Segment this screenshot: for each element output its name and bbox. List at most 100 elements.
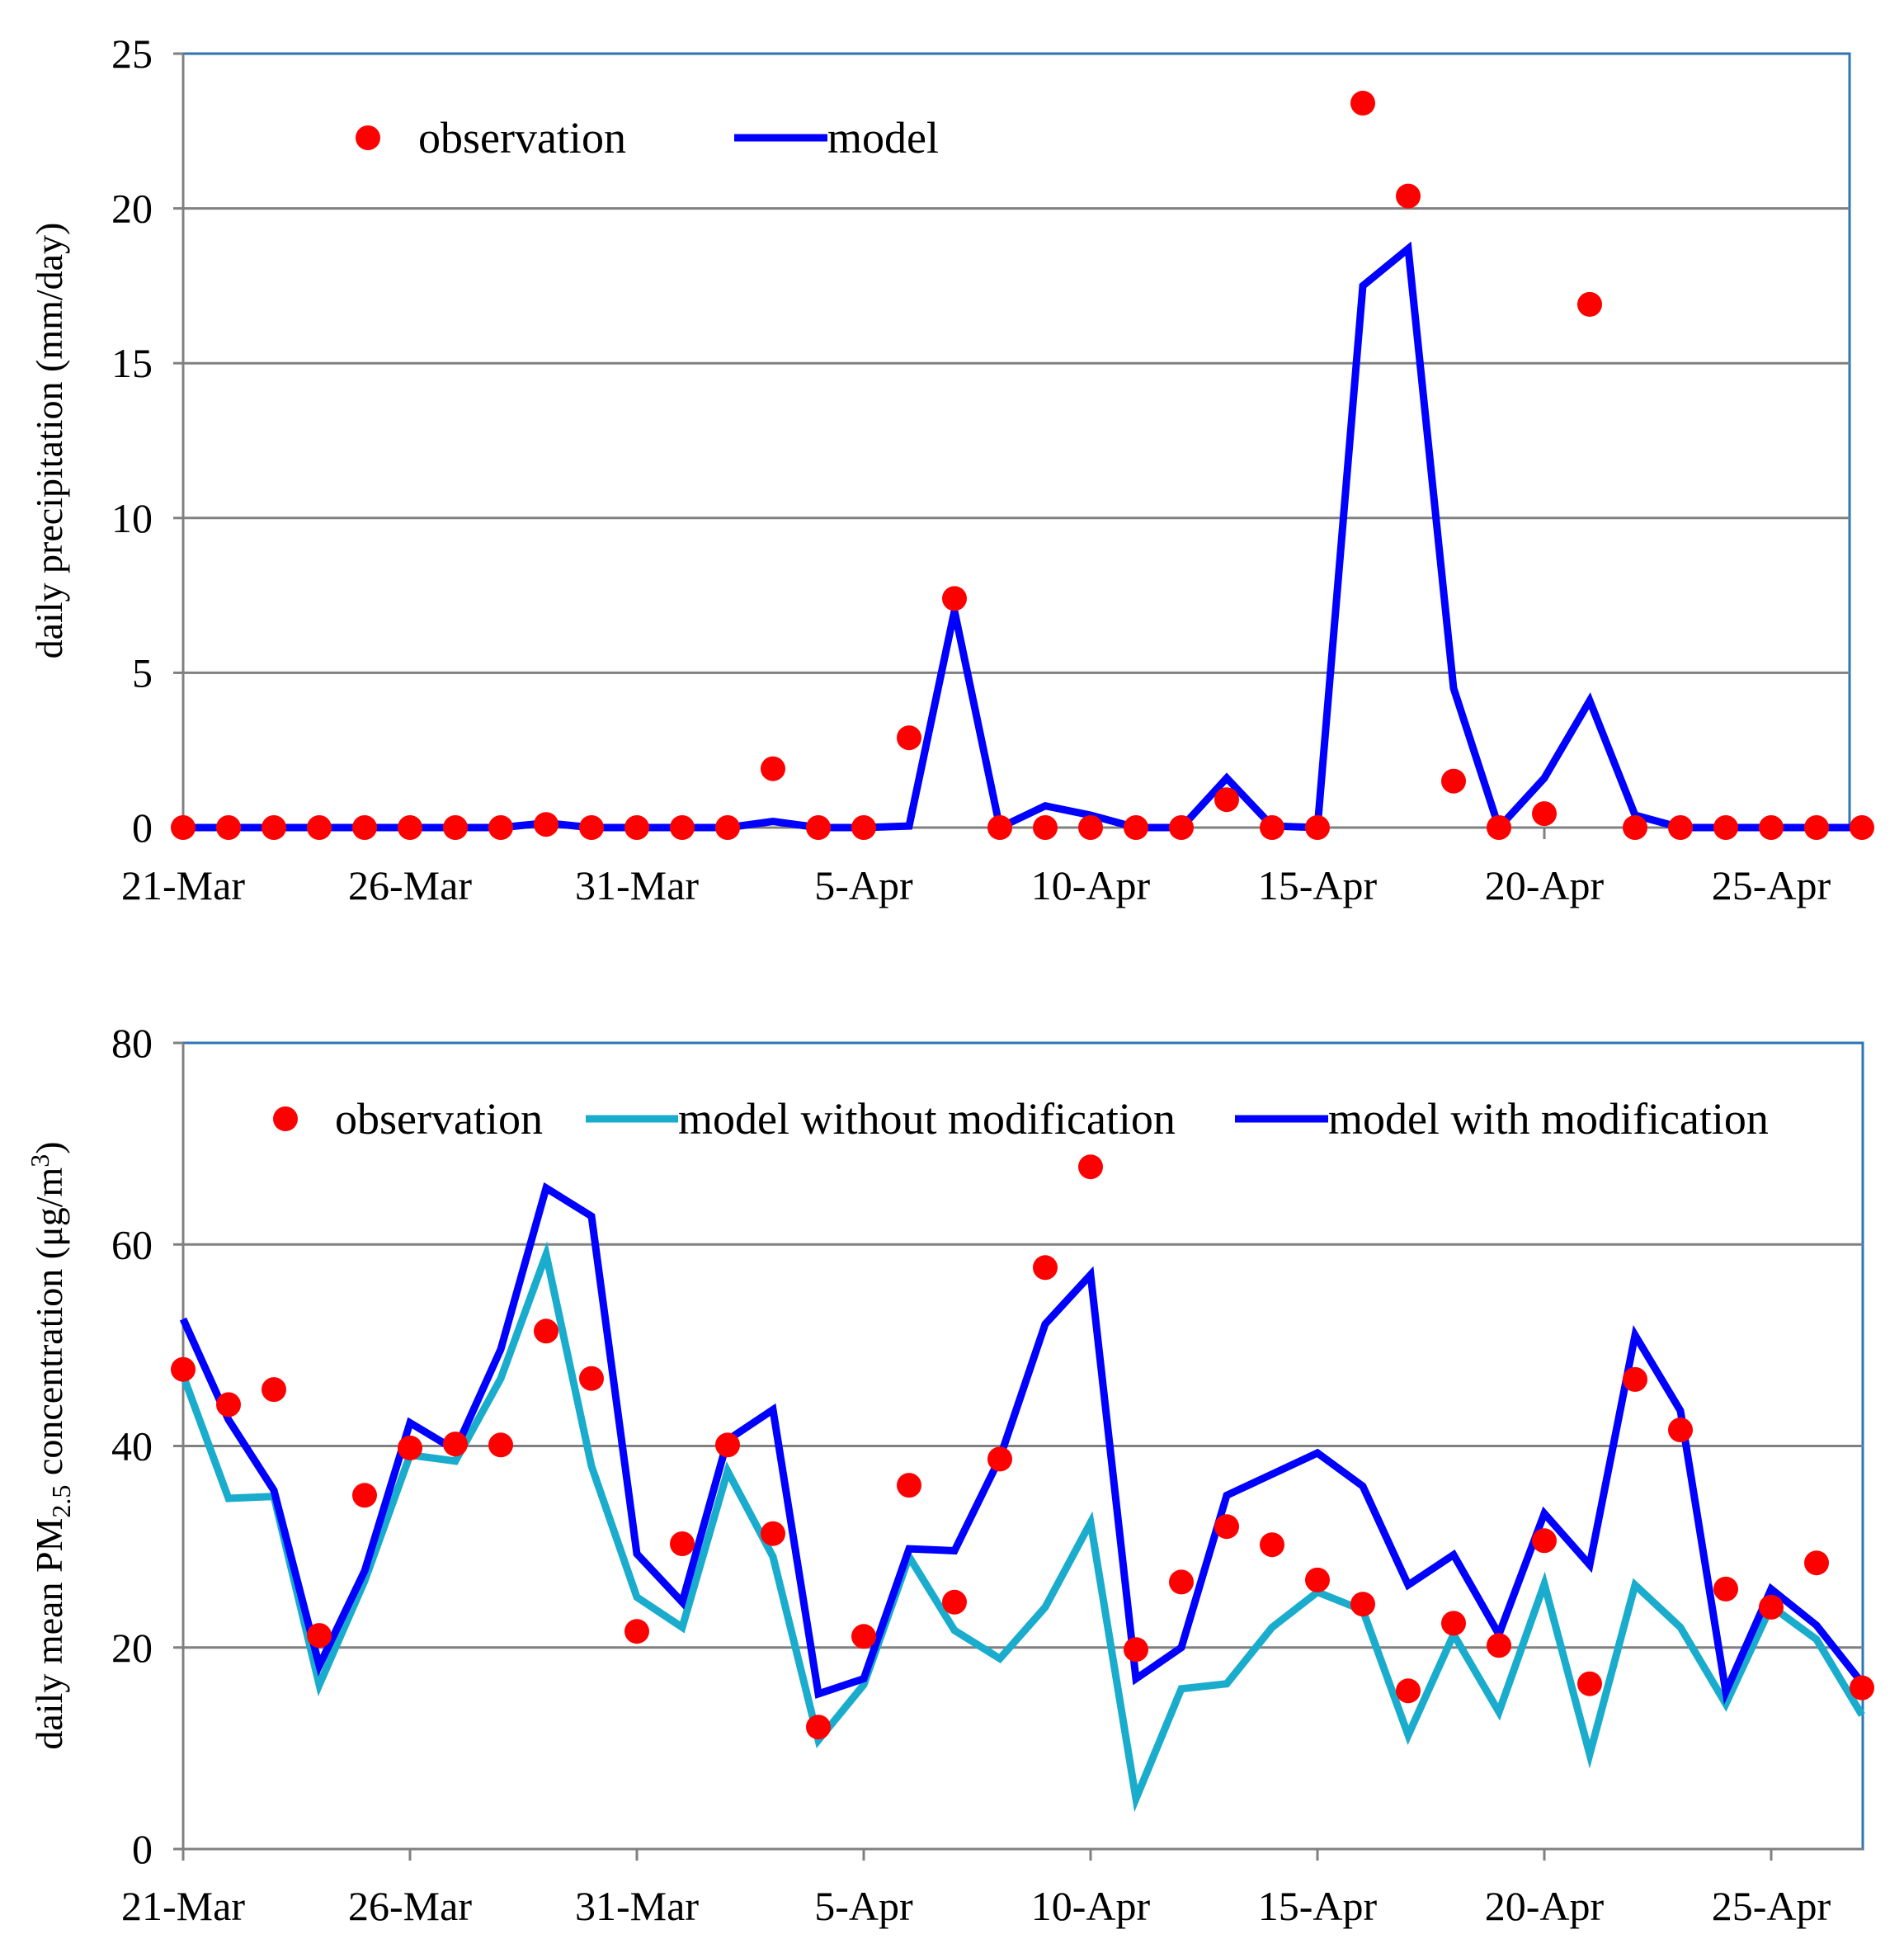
- observation-point: [1804, 1550, 1829, 1576]
- observation-point: [715, 1432, 740, 1458]
- y-tick-labels: 0 5 10 15 20 25: [111, 31, 153, 851]
- observation-point: [942, 586, 967, 611]
- observation-point: [897, 725, 921, 751]
- ylabel-superscript: 3: [25, 1154, 54, 1168]
- x-tick-label: 20-Apr: [1485, 862, 1605, 908]
- x-tick-label: 21-Mar: [121, 862, 245, 908]
- observation-point: [307, 815, 332, 840]
- observation-point: [216, 815, 241, 840]
- observation-point: [1350, 91, 1375, 116]
- y-tick-label: 60: [111, 1221, 153, 1267]
- legend-observation-label: observation: [418, 113, 626, 163]
- ylabel-tail: concentration (μg/m: [28, 1167, 70, 1484]
- observation-point: [1124, 1637, 1148, 1663]
- observation-point: [1532, 801, 1557, 827]
- observation-point: [987, 815, 1012, 840]
- x-tick-label: 5-Apr: [814, 1883, 913, 1929]
- observation-point: [1169, 815, 1194, 840]
- x-tick-label: 31-Mar: [575, 862, 699, 908]
- observation-point: [1305, 1567, 1330, 1592]
- ylabel-end: ): [28, 1141, 70, 1153]
- observation-point: [806, 815, 831, 840]
- observation-point: [1078, 815, 1103, 840]
- observation-point: [488, 1432, 513, 1458]
- observation-point: [761, 1521, 785, 1546]
- observation-point: [1441, 768, 1466, 794]
- legend-model-without-label: model without modification: [678, 1094, 1176, 1144]
- legend-model-with-label: model with modification: [1328, 1094, 1769, 1144]
- observation-point: [624, 815, 649, 840]
- observation-point: [171, 815, 196, 840]
- x-tick-label: 26-Mar: [348, 862, 472, 908]
- observation-point: [1214, 1514, 1239, 1540]
- legend: observation model: [356, 113, 939, 163]
- observation-point: [216, 1392, 241, 1418]
- observation-point: [1577, 291, 1602, 317]
- x-tick-label: 26-Mar: [348, 1883, 472, 1929]
- observation-point: [1759, 815, 1784, 840]
- observation-point: [1305, 815, 1330, 840]
- observation-point: [1577, 1671, 1602, 1696]
- observation-point: [897, 1473, 921, 1498]
- series-line-model: [183, 241, 1862, 835]
- observation-point: [987, 1446, 1012, 1472]
- observation-point: [851, 815, 876, 840]
- x-tick-label: 5-Apr: [814, 862, 913, 908]
- plot-area-frame: [181, 52, 1851, 829]
- series-group: [171, 1154, 1874, 1813]
- observation-point: [1668, 1418, 1693, 1442]
- precipitation-chart: 0 5 10 15 20 25 21-Mar 26-Mar 31-Mar 5-Apr 10-Apr…: [28, 31, 1874, 908]
- observation-point: [1396, 1678, 1421, 1704]
- observation-point: [670, 815, 695, 840]
- observation-point: [851, 1624, 876, 1649]
- observation-point: [1033, 815, 1058, 840]
- y-tick-label: 25: [111, 31, 153, 77]
- observation-point: [1623, 1366, 1647, 1392]
- x-tick-labels: 21-Mar 26-Mar 31-Mar 5-Apr 10-Apr 15-Apr 20-Ap…: [121, 862, 1831, 908]
- x-tick-label: 31-Mar: [575, 1883, 699, 1929]
- observation-point: [534, 1319, 558, 1344]
- observation-point: [488, 815, 513, 840]
- x-tick-labels: 21-Mar 26-Mar 31-Mar 5-Apr 10-Apr 15-Apr 20-Ap…: [121, 1883, 1831, 1929]
- y-tick-label: 20: [111, 1625, 153, 1671]
- observation-point: [443, 1432, 468, 1457]
- y-tick-label: 0: [132, 804, 153, 851]
- observation-point: [1350, 1592, 1375, 1617]
- y-tick-label: 15: [111, 340, 153, 386]
- legend-model-label: model: [827, 113, 939, 163]
- observation-point: [1487, 815, 1511, 840]
- ylabel-main: daily mean PM: [28, 1518, 70, 1750]
- y-tick-label: 5: [132, 649, 153, 696]
- y-tick-label: 40: [111, 1423, 153, 1469]
- observation-point: [352, 815, 377, 840]
- x-tick-label: 21-Mar: [121, 1883, 245, 1929]
- x-tick-label: 15-Apr: [1258, 1883, 1378, 1929]
- legend-observation-label: observation: [335, 1094, 543, 1144]
- legend-observation-marker: [273, 1106, 298, 1131]
- x-tick-label: 25-Apr: [1712, 1883, 1831, 1929]
- observation-point: [1623, 815, 1647, 840]
- observation-point: [579, 815, 604, 840]
- observation-point: [398, 1435, 422, 1460]
- x-tick-label: 10-Apr: [1031, 1883, 1151, 1929]
- x-tick-label: 15-Apr: [1258, 862, 1378, 908]
- observation-point: [398, 815, 422, 840]
- observation-point: [1804, 815, 1829, 840]
- observation-point: [715, 815, 740, 840]
- observation-point: [1124, 815, 1148, 840]
- observation-point: [1441, 1611, 1466, 1636]
- observation-point: [1850, 815, 1874, 840]
- observation-point: [1668, 815, 1693, 840]
- observation-point: [1487, 1633, 1511, 1658]
- observation-point: [624, 1619, 649, 1644]
- observation-point: [806, 1715, 831, 1740]
- observation-point: [1260, 815, 1284, 840]
- y-axis-label: daily mean PM2.5 concentration (μg/m3): [25, 1141, 76, 1749]
- observation-point: [534, 812, 558, 837]
- observation-point: [171, 1356, 196, 1382]
- observation-point: [1532, 1528, 1557, 1554]
- pm25-chart: 0 20 40 60 80 21-Mar 26-Mar 31-Mar 5-Apr 10-Apr 1…: [25, 1020, 1874, 1929]
- y-tick-labels: 0 20 40 60 80: [111, 1020, 153, 1872]
- series-line-model-without-modification: [179, 1241, 1865, 1813]
